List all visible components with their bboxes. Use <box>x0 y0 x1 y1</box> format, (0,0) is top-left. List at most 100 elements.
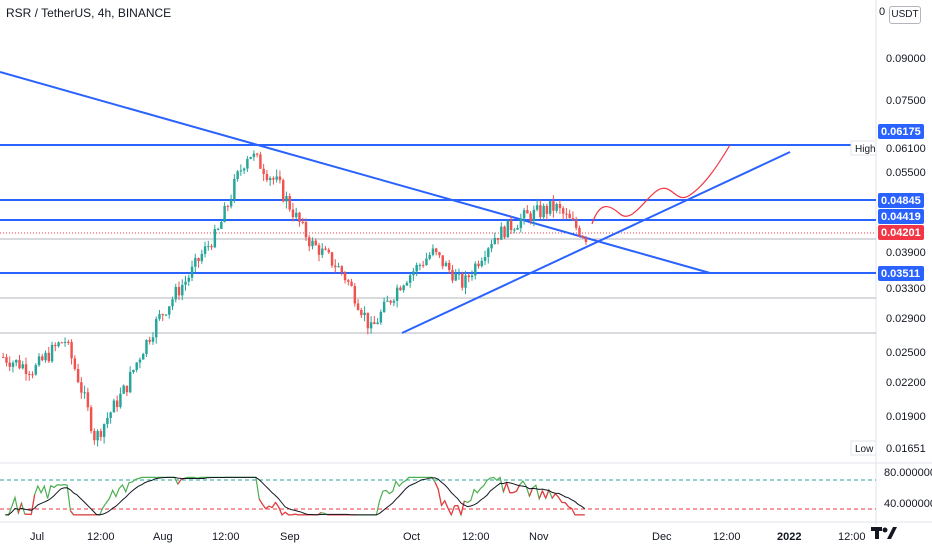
rsi-fast-low-segment <box>551 493 556 499</box>
candle-body <box>451 269 454 281</box>
candle-body <box>236 171 239 179</box>
rsi-fast-low-segment <box>444 500 449 509</box>
candle-body <box>223 205 226 223</box>
rsi-fast-low-segment <box>450 505 456 516</box>
candle-body <box>337 266 340 268</box>
candle-body <box>246 158 249 169</box>
candle-body <box>37 356 41 366</box>
currency-button[interactable]: USDT <box>889 6 921 24</box>
candle-body <box>268 178 272 181</box>
candle-body <box>483 257 487 261</box>
level-tag-box <box>878 266 924 281</box>
candle-body <box>480 260 484 267</box>
candle-body <box>177 286 181 296</box>
candle-body <box>275 176 278 180</box>
level-tag-0.03511: 0.03511 <box>881 268 920 280</box>
candle-body <box>503 226 506 238</box>
rsi-fast-low-segment <box>274 502 280 508</box>
candle-body <box>389 300 392 303</box>
rsi-fast-low-segment <box>434 481 439 490</box>
level-tag-box <box>878 193 924 208</box>
candle-body <box>164 314 168 316</box>
candle-body <box>145 339 148 354</box>
high-tag: High <box>855 144 876 155</box>
candle-body <box>340 266 344 273</box>
candle-body <box>366 312 370 329</box>
price-tick: 0.09000 <box>886 53 926 65</box>
candle-body <box>34 365 38 375</box>
candle-body <box>382 301 386 312</box>
price-tick: 0.05500 <box>886 167 926 179</box>
price-tick: 0.01900 <box>886 411 926 423</box>
candle-body <box>558 203 562 209</box>
candle-body <box>106 417 109 425</box>
candle-body <box>386 300 389 302</box>
candle-body <box>272 178 275 180</box>
candle-body <box>210 246 213 248</box>
candle-body <box>233 178 236 201</box>
candle-body <box>548 201 552 214</box>
candle-body <box>76 368 80 383</box>
rsi-slow-line <box>5 476 586 516</box>
descending-trendline[interactable] <box>0 71 711 274</box>
candle-body <box>535 205 539 210</box>
rsi-fast-low-segment <box>545 489 550 499</box>
price-tick: 0.03300 <box>886 283 926 295</box>
candle-body <box>158 314 161 319</box>
candle-body <box>50 344 54 362</box>
candle-body <box>83 392 86 394</box>
rsi-fast-low-segment <box>284 511 289 516</box>
candle-body <box>415 264 418 272</box>
candle-body <box>448 262 451 270</box>
candle-body <box>496 237 500 240</box>
candle-body <box>96 431 99 441</box>
candle-body <box>373 322 376 325</box>
candle-body <box>112 400 116 413</box>
candle-body <box>493 237 497 245</box>
rsi-fast-low-segment <box>261 503 267 510</box>
candle-body <box>229 200 233 207</box>
candle-body <box>474 263 477 276</box>
candle-body <box>470 275 474 278</box>
candle-body <box>41 356 44 361</box>
candle-body <box>317 245 321 255</box>
candle-body <box>207 246 210 248</box>
candle-body <box>21 364 24 369</box>
candle-body <box>285 196 288 202</box>
candle-body <box>539 205 542 218</box>
price-tick: 0.03900 <box>886 247 926 259</box>
candle-body <box>529 213 532 222</box>
candle-body <box>5 357 8 363</box>
ascending-trendline[interactable] <box>401 151 791 334</box>
candle-body <box>526 210 529 214</box>
current-price-tag: 0.04201 <box>881 227 921 239</box>
rsi-fast-low-segment <box>502 482 508 492</box>
candle-body <box>519 218 523 229</box>
candle-body <box>249 156 252 159</box>
candle-body <box>399 287 402 291</box>
candle-body <box>138 359 142 363</box>
rsi-fast-low-segment <box>564 502 569 508</box>
candle-body <box>119 393 122 408</box>
candle-body <box>11 362 15 367</box>
candle-body <box>197 258 200 262</box>
level-tag-0.06175: 0.06175 <box>881 126 921 138</box>
candle-body <box>545 205 549 214</box>
candle-body <box>151 337 155 342</box>
candle-body <box>509 220 513 231</box>
candle-body <box>353 286 357 304</box>
candle-body <box>216 228 220 230</box>
level-tag-box <box>878 209 924 224</box>
candle-body <box>73 358 77 369</box>
rsi-fast-low-segment <box>17 502 23 514</box>
rsi-fast-low-segment <box>30 494 36 515</box>
time-label: Nov <box>529 531 549 543</box>
candle-body <box>405 282 409 286</box>
candle-body <box>402 285 405 291</box>
candle-body <box>2 357 5 358</box>
tradingview-logo-icon <box>871 527 897 539</box>
candle-body <box>334 265 337 268</box>
rsi-series <box>5 476 586 518</box>
candlestick-series <box>2 150 588 447</box>
